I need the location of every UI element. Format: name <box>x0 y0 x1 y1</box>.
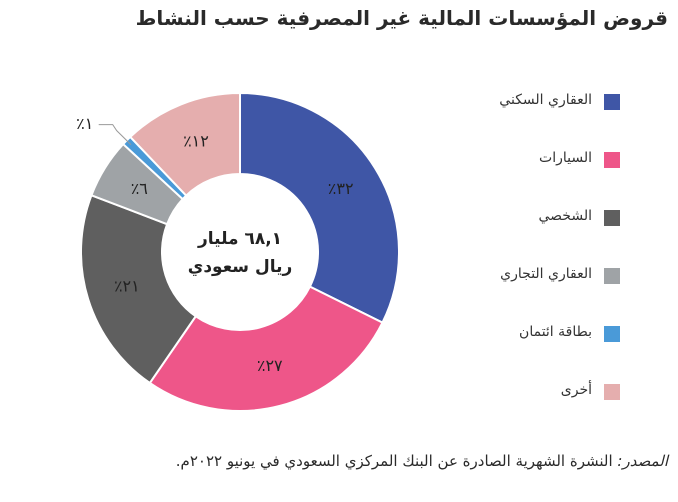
slice-value-label-4: ٪٦ <box>131 179 148 198</box>
source-label: المصدر: <box>617 452 668 470</box>
donut-slice-3 <box>80 193 198 385</box>
slice-value-label-1: ٪٣٢ <box>328 179 354 198</box>
source-text: النشرة الشهرية الصادرة عن البنك المركزي … <box>175 452 613 470</box>
slice-value-label-5: ٪١ <box>76 114 93 133</box>
legend-label-4: العقاري التجاري <box>500 266 592 282</box>
legend-swatch-4 <box>604 268 620 284</box>
center-label-line1: ٦٨,١ مليار <box>197 229 282 249</box>
legend-swatch-6 <box>604 384 620 400</box>
center-label-line2: ريال سعودي <box>188 257 293 277</box>
legend-swatch-1 <box>604 94 620 110</box>
legend-swatch-2 <box>604 152 620 168</box>
legend-item-5: بطاقة ائتمان <box>420 324 620 344</box>
legend-swatch-5 <box>604 326 620 342</box>
legend-label-3: الشخصي <box>538 208 593 224</box>
legend-label-2: السيارات <box>539 150 592 166</box>
legend-label-5: بطاقة ائتمان <box>519 324 592 340</box>
legend-swatch-3 <box>604 210 620 226</box>
slice-value-label-2: ٪٢٧ <box>257 356 283 375</box>
donut-slice-2 <box>148 285 384 412</box>
legend-item-3: الشخصي <box>420 208 620 228</box>
chart-title: قروض المؤسسات المالية غير المصرفية حسب ا… <box>135 6 668 30</box>
donut-slice-6 <box>128 91 241 197</box>
legend-label-6: أخرى <box>560 382 592 398</box>
legend-item-1: العقاري السكني <box>420 92 620 112</box>
legend-label-1: العقاري السكني <box>499 92 592 108</box>
slice-value-label-6: ٪١٢ <box>183 131 209 150</box>
legend-item-4: العقاري التجاري <box>420 266 620 286</box>
legend-item-2: السيارات <box>420 150 620 170</box>
slice-leader-line-5 <box>98 124 132 146</box>
source-note: المصدر: النشرة الشهرية الصادرة عن البنك … <box>176 452 668 470</box>
donut-slice-1 <box>239 91 400 324</box>
legend-item-6: أخرى <box>420 382 620 402</box>
slice-value-label-3: ٪٢١ <box>114 277 140 296</box>
